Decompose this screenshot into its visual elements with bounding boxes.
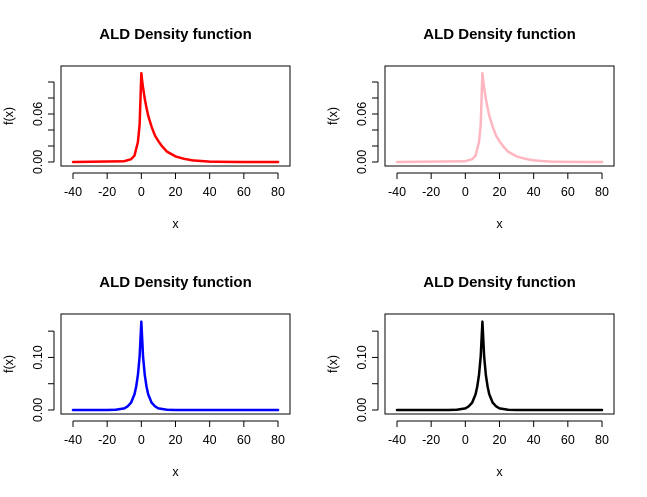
y-axis: 0.00 0.10 (31, 330, 55, 422)
x-tick-label: 40 (203, 185, 217, 199)
x-tick-label: -40 (388, 433, 406, 447)
x-tick-label: -40 (64, 433, 82, 447)
x-axis: -40 -20 0 20 40 60 80 (64, 172, 285, 199)
y-axis-label: f(x) (2, 107, 16, 125)
y-axis-label: f(x) (326, 107, 340, 125)
x-tick-label: 40 (203, 433, 217, 447)
panel-4: ALD Density function -40 -20 0 20 40 60 80 x 0.00… (326, 274, 615, 479)
x-tick-label: 40 (527, 185, 541, 199)
x-axis-label: x (172, 465, 179, 479)
x-axis-label: x (496, 465, 503, 479)
x-axis: -40 -20 0 20 40 60 80 (388, 420, 609, 447)
density-curve (71, 71, 280, 164)
x-tick-label: 20 (169, 185, 183, 199)
x-tick-label: -40 (64, 185, 82, 199)
chart-title: ALD Density function (99, 26, 252, 43)
x-tick-label: 20 (493, 185, 507, 199)
x-tick-label: 0 (462, 185, 469, 199)
x-tick-label: 80 (595, 433, 609, 447)
x-tick-label: -20 (98, 433, 116, 447)
x-tick-label: 80 (271, 185, 285, 199)
x-tick-label: 60 (237, 433, 251, 447)
chart-title: ALD Density function (99, 274, 252, 291)
x-axis: -40 -20 0 20 40 60 80 (388, 172, 609, 199)
y-tick-label: 0.10 (355, 345, 369, 369)
x-tick-label: -40 (388, 185, 406, 199)
x-tick-label: 40 (527, 433, 541, 447)
plot-frame (60, 313, 291, 415)
x-axis-label: x (496, 217, 503, 231)
y-axis: 0.00 0.06 (355, 81, 379, 174)
x-axis: -40 -20 0 20 40 60 80 (64, 420, 285, 447)
x-tick-label: 20 (169, 433, 183, 447)
x-axis-label: x (172, 217, 179, 231)
x-tick-label: 60 (237, 185, 251, 199)
x-tick-label: 0 (462, 433, 469, 447)
x-tick-label: 0 (138, 433, 145, 447)
chart-title: ALD Density function (423, 26, 576, 43)
y-tick-label: 0.00 (31, 150, 45, 174)
y-axis: 0.00 0.10 (355, 330, 379, 422)
y-tick-label: 0.00 (355, 150, 369, 174)
x-tick-label: 0 (138, 185, 145, 199)
panel-2: ALD Density function -40 -20 0 20 40 60 80 x 0.00… (326, 26, 615, 231)
panel-1: ALD Density function -40 -20 0 20 40 60 80 x 0.00… (2, 26, 291, 231)
density-curve (395, 320, 604, 412)
y-axis-label: f(x) (326, 355, 340, 373)
x-tick-label: 80 (271, 433, 285, 447)
chart-title: ALD Density function (423, 274, 576, 291)
plot-frame (384, 65, 615, 167)
x-tick-label: 60 (561, 185, 575, 199)
density-curve (395, 71, 604, 164)
x-tick-label: 80 (595, 185, 609, 199)
y-tick-label: 0.00 (31, 398, 45, 422)
density-curve (71, 320, 280, 412)
x-tick-label: -20 (98, 185, 116, 199)
panel-3: ALD Density function -40 -20 0 20 40 60 80 x 0.00… (2, 274, 291, 479)
x-tick-label: 20 (493, 433, 507, 447)
plot-frame (60, 65, 291, 167)
y-tick-label: 0.06 (31, 102, 45, 126)
x-tick-label: -20 (422, 185, 440, 199)
y-tick-label: 0.06 (355, 102, 369, 126)
y-axis: 0.00 0.06 (31, 81, 55, 174)
y-tick-label: 0.10 (31, 345, 45, 369)
y-tick-label: 0.00 (355, 398, 369, 422)
x-tick-label: 60 (561, 433, 575, 447)
plot-frame (384, 313, 615, 415)
y-axis-label: f(x) (2, 355, 16, 373)
x-tick-label: -20 (422, 433, 440, 447)
